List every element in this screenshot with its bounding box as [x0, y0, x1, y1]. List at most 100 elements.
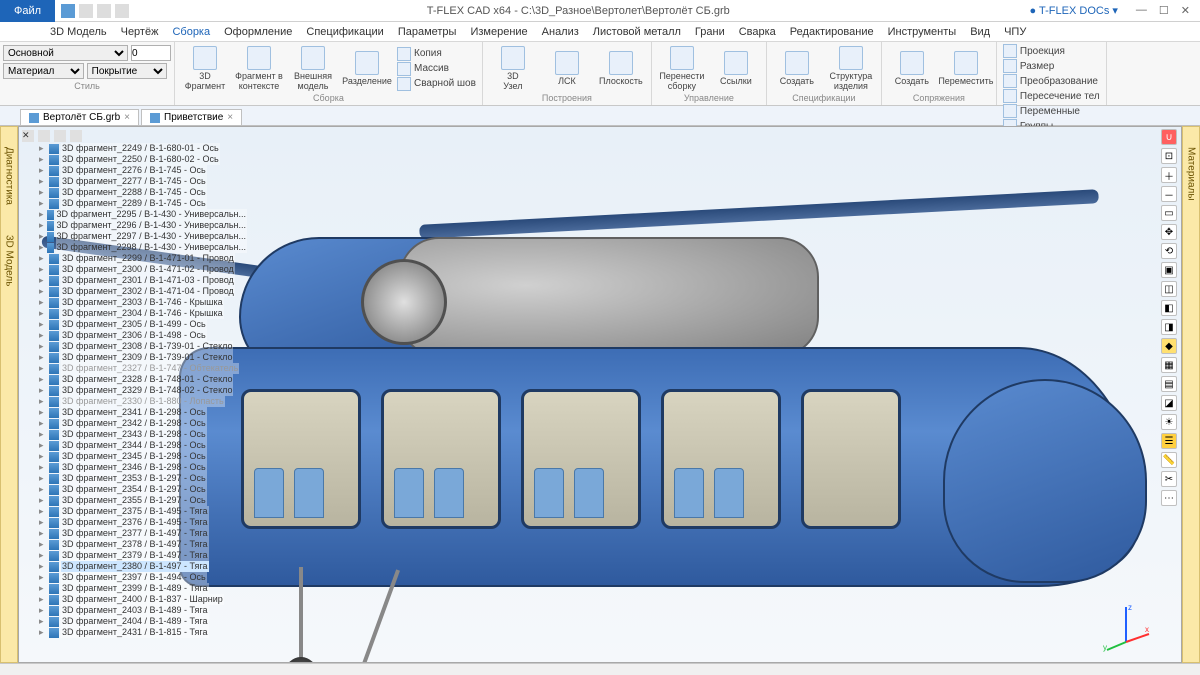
ribbon-button-small[interactable]: Сварной шов [397, 77, 476, 91]
tree-item[interactable]: ▸3D фрагмент_2353 / B-1-297 - Ось [21, 473, 247, 484]
tree-item[interactable]: ▸3D фрагмент_2295 / B-1-430 - Универсаль… [21, 209, 247, 220]
coating-select[interactable]: Покрытие [87, 63, 168, 79]
ribbon-button-small[interactable]: Преобразование [1003, 74, 1100, 88]
expand-icon[interactable]: ▸ [39, 165, 47, 176]
more-icon[interactable]: ⋯ [1161, 490, 1177, 506]
tree-item[interactable]: ▸3D фрагмент_2346 / B-1-298 - Ось [21, 462, 247, 473]
tab-close-icon[interactable]: × [227, 112, 233, 123]
document-tab[interactable]: Приветствие× [141, 109, 242, 125]
file-menu-button[interactable]: Файл [0, 0, 55, 22]
expand-icon[interactable]: ▸ [39, 176, 47, 187]
tree-item[interactable]: ▸3D фрагмент_2309 / B-1-739-01 - Стекло [21, 352, 247, 363]
viewport[interactable]: ✕ ▸3D фрагмент_2249 / B-1-680-01 - Ось▸3… [18, 126, 1182, 663]
clip-icon[interactable]: ✂ [1161, 471, 1177, 487]
tree-item[interactable]: ▸3D фрагмент_2330 / B-1-880 - Лопасть [21, 396, 247, 407]
tree-item[interactable]: ▸3D фрагмент_2355 / B-1-297 - Ось [21, 495, 247, 506]
tree-item[interactable]: ▸3D фрагмент_2329 / B-1-748-02 - Стекло [21, 385, 247, 396]
expand-icon[interactable]: ▸ [39, 528, 47, 539]
expand-icon[interactable]: ▸ [39, 308, 47, 319]
tree-item[interactable]: ▸3D фрагмент_2306 / B-1-498 - Ось [21, 330, 247, 341]
tree-item[interactable]: ▸3D фрагмент_2354 / B-1-297 - Ось [21, 484, 247, 495]
expand-icon[interactable]: ▸ [39, 352, 47, 363]
tree-item[interactable]: ▸3D фрагмент_2300 / B-1-471-02 - Провод [21, 264, 247, 275]
expand-icon[interactable]: ▸ [39, 231, 45, 242]
expand-icon[interactable]: ▸ [39, 539, 47, 550]
tree-item[interactable]: ▸3D фрагмент_2327 / B-1-747 - Обтекатель [21, 363, 247, 374]
tree-item[interactable]: ▸3D фрагмент_2345 / B-1-298 - Ось [21, 451, 247, 462]
tree-item[interactable]: ▸3D фрагмент_2296 / B-1-430 - Универсаль… [21, 220, 247, 231]
rotate-icon[interactable]: ⟲ [1161, 243, 1177, 259]
expand-icon[interactable]: ▸ [39, 473, 47, 484]
ribbon-tab[interactable]: Чертёж [121, 26, 159, 38]
tree-item[interactable]: ▸3D фрагмент_2308 / B-1-739-01 - Стекло [21, 341, 247, 352]
tree-item[interactable]: ▸3D фрагмент_2299 / B-1-471-01 - Провод [21, 253, 247, 264]
tree-item[interactable]: ▸3D фрагмент_2380 / B-1-497 - Тяга [21, 561, 247, 572]
ribbon-button-small[interactable]: Массив [397, 62, 476, 76]
tree-item[interactable]: ▸3D фрагмент_2399 / B-1-489 - Тяга [21, 583, 247, 594]
ribbon-button[interactable]: Фрагмент в контексте [235, 46, 283, 91]
tree-item[interactable]: ▸3D фрагмент_2431 / B-1-815 - Тяга [21, 627, 247, 638]
pan-icon[interactable]: ✥ [1161, 224, 1177, 240]
tree-item[interactable]: ▸3D фрагмент_2305 / B-1-499 - Ось [21, 319, 247, 330]
ribbon-button[interactable]: ЛСК [543, 51, 591, 86]
view-iso-icon[interactable]: ◧ [1161, 300, 1177, 316]
expand-icon[interactable]: ▸ [39, 418, 47, 429]
ribbon-tab[interactable]: Анализ [542, 26, 579, 38]
expand-icon[interactable]: ▸ [39, 396, 47, 407]
ribbon-button[interactable]: Разделение [343, 51, 391, 86]
tree-item[interactable]: ▸3D фрагмент_2344 / B-1-298 - Ось [21, 440, 247, 451]
zoom-window-icon[interactable]: ▭ [1161, 205, 1177, 221]
tree-item[interactable]: ▸3D фрагмент_2376 / B-1-495 - Тяга [21, 517, 247, 528]
magnet-icon[interactable]: ∪ [1161, 129, 1177, 145]
expand-icon[interactable]: ▸ [39, 319, 47, 330]
ribbon-button[interactable]: 3D Узел [489, 46, 537, 91]
expand-icon[interactable]: ▸ [39, 209, 45, 220]
ribbon-button-small[interactable]: Переменные [1003, 104, 1100, 118]
expand-icon[interactable]: ▸ [39, 616, 47, 627]
tree-item[interactable]: ▸3D фрагмент_2289 / B-1-745 - Ось [21, 198, 247, 209]
maximize-icon[interactable]: ☐ [1159, 4, 1169, 17]
expand-icon[interactable]: ▸ [39, 220, 45, 231]
qat-undo-icon[interactable] [79, 4, 93, 18]
expand-icon[interactable]: ▸ [39, 462, 47, 473]
material-select[interactable]: Материал [3, 63, 84, 79]
tree-item[interactable]: ▸3D фрагмент_2397 / B-1-494 - Ось [21, 572, 247, 583]
tree-item[interactable]: ▸3D фрагмент_2342 / B-1-298 - Ось [21, 418, 247, 429]
expand-icon[interactable]: ▸ [39, 407, 47, 418]
expand-icon[interactable]: ▸ [39, 605, 47, 616]
section-icon[interactable]: ◨ [1161, 319, 1177, 335]
ribbon-button[interactable]: 3D Фрагмент [181, 46, 229, 91]
ribbon-tab[interactable]: Измерение [470, 26, 527, 38]
expand-icon[interactable]: ▸ [39, 484, 47, 495]
tree-item[interactable]: ▸3D фрагмент_2304 / B-1-746 - Крышка [21, 308, 247, 319]
ribbon-tab[interactable]: Параметры [398, 26, 457, 38]
model-panel-tab[interactable]: 3D Модель [4, 235, 15, 286]
tree-item[interactable]: ▸3D фрагмент_2379 / B-1-497 - Тяга [21, 550, 247, 561]
expand-icon[interactable]: ▸ [39, 154, 47, 165]
tree-item[interactable]: ▸3D фрагмент_2303 / B-1-746 - Крышка [21, 297, 247, 308]
qat-redo-icon[interactable] [97, 4, 111, 18]
document-tab[interactable]: Вертолёт СБ.grb× [20, 109, 139, 125]
expand-icon[interactable]: ▸ [39, 330, 47, 341]
tree-item[interactable]: ▸3D фрагмент_2250 / B-1-680-02 - Ось [21, 154, 247, 165]
expand-icon[interactable]: ▸ [39, 627, 47, 638]
tree-home-icon[interactable] [38, 130, 50, 142]
close-icon[interactable]: ✕ [1181, 4, 1190, 17]
ribbon-tab[interactable]: Сборка [172, 26, 210, 38]
shade-icon[interactable]: ◆ [1161, 338, 1177, 354]
expand-icon[interactable]: ▸ [39, 363, 47, 374]
ribbon-tab[interactable]: Спецификации [306, 26, 383, 38]
tree-item[interactable]: ▸3D фрагмент_2298 / B-1-430 - Универсаль… [21, 242, 247, 253]
ribbon-button-small[interactable]: Пересечение тел [1003, 89, 1100, 103]
diagnostics-panel-tab[interactable]: Диагностика [4, 147, 15, 205]
zoom-fit-icon[interactable]: ⊡ [1161, 148, 1177, 164]
expand-icon[interactable]: ▸ [39, 187, 47, 198]
ribbon-button[interactable]: Структура изделия [827, 46, 875, 91]
layer-select[interactable]: Основной [3, 45, 128, 61]
tree-item[interactable]: ▸3D фрагмент_2404 / B-1-489 - Тяга [21, 616, 247, 627]
tree-item[interactable]: ▸3D фрагмент_2377 / B-1-497 - Тяга [21, 528, 247, 539]
expand-icon[interactable]: ▸ [39, 517, 47, 528]
tree-item[interactable]: ▸3D фрагмент_2302 / B-1-471-04 - Провод [21, 286, 247, 297]
ribbon-button[interactable]: Перенести сборку [658, 46, 706, 91]
expand-icon[interactable]: ▸ [39, 275, 47, 286]
